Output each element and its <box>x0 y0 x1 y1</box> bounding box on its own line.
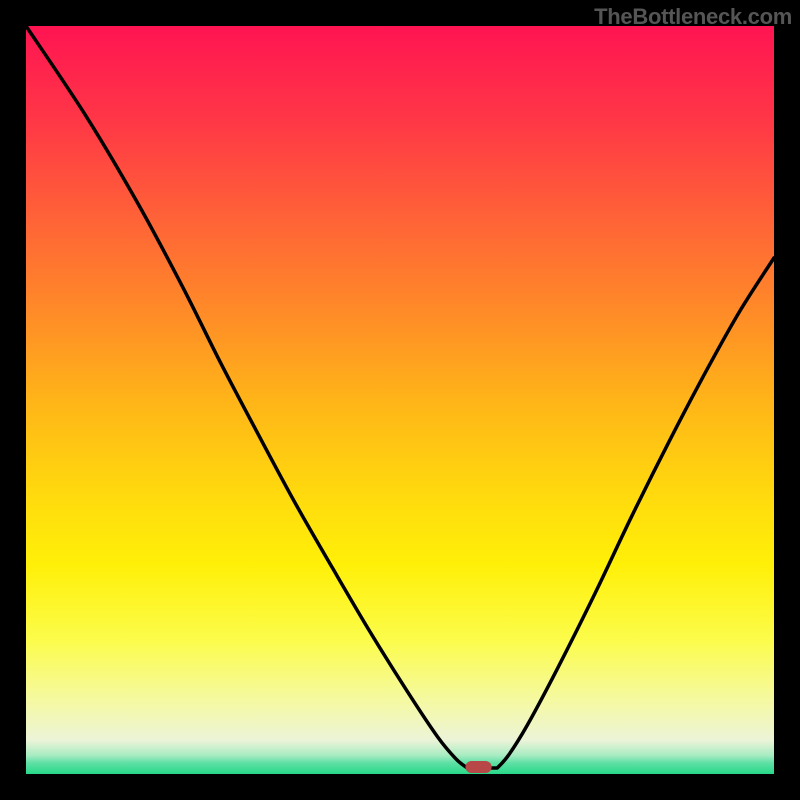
watermark-text: TheBottleneck.com <box>594 4 792 30</box>
chart-svg <box>0 0 800 800</box>
plot-background <box>26 26 774 774</box>
optimal-point-marker <box>465 761 491 773</box>
bottleneck-chart: TheBottleneck.com <box>0 0 800 800</box>
